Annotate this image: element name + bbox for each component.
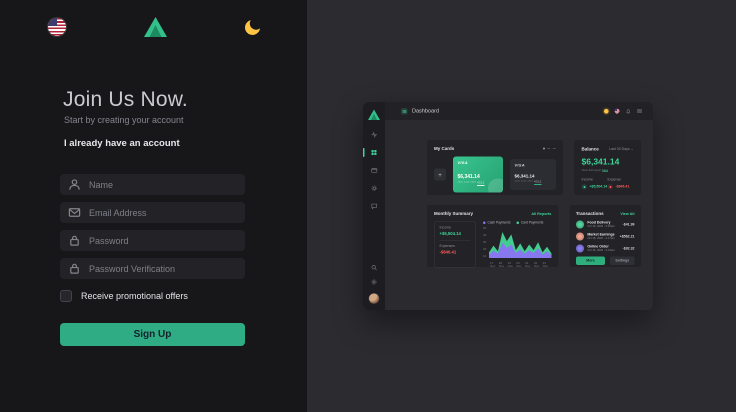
signup-button[interactable]: Sign Up [60, 323, 245, 346]
preview-nav-settings-icon [363, 185, 385, 192]
summary-income-label: Income [439, 226, 451, 230]
preview-balance-card: Balance Last 30 Days ⌄ $6,341.14 View fu… [573, 140, 641, 195]
legend-label: Card Payments [520, 221, 543, 225]
transaction-row: Online Order Oct 16, 2020 - 4:13pm -$92.3… [575, 244, 634, 253]
preview-user-avatar [368, 293, 379, 304]
preview-logo-triangle-icon [367, 109, 380, 120]
lock-icon [70, 263, 79, 274]
password-input[interactable] [89, 235, 237, 246]
preview-page-title: Dashboard [411, 108, 439, 114]
card-amount: $6,341.14 [457, 174, 480, 180]
transaction-avatar [575, 232, 584, 241]
promo-checkbox[interactable] [60, 290, 72, 302]
preview-gear-icon [370, 279, 377, 285]
my-cards-title: My Cards [433, 146, 454, 151]
summary-income-value: +$5,504.14 [439, 231, 461, 236]
transaction-avatar [575, 244, 584, 253]
bank-card-dark: VISA $6,341.14 **** **** **** 4312 [509, 159, 556, 190]
preview-flag-icon [614, 108, 619, 114]
bank-card-green: VISA $6,341.14 **** **** **** 4312 [452, 156, 503, 193]
income-value: +$5,504.14 [589, 185, 607, 189]
name-field-wrap [60, 174, 245, 195]
email-input[interactable] [89, 207, 237, 218]
password-verification-field-wrap [60, 258, 245, 279]
preview-bell-icon [625, 109, 630, 114]
balance-note: View full report here [581, 169, 608, 172]
chart-legend: Cash Payments Card Payments [482, 221, 551, 225]
preview-nav-dashboard-icon [362, 148, 385, 157]
transactions-title: Transactions [575, 211, 604, 216]
view-all-link: View All [619, 211, 634, 216]
preview-search-icon [370, 265, 377, 271]
preview-sun-icon [603, 108, 608, 114]
preview-nav-activity-icon [363, 131, 385, 139]
user-icon [69, 179, 80, 190]
chart-x-axis: 17 Nov 18 Nov 19 Nov 20 Nov 21 Nov 22 Nov 23 N… [489, 262, 548, 268]
preview-panel: Dashboard My Cards [307, 0, 736, 412]
card-brand: VISA [514, 163, 525, 168]
income-dot-icon [581, 184, 587, 190]
add-card-button: + [433, 168, 446, 181]
legend-label: Cash Payments [487, 221, 510, 225]
chart-y-axis: 50 40 30 20 10 [482, 227, 486, 258]
preview-menu-icon [636, 108, 642, 114]
dashboard-preview-image: Dashboard My Cards [362, 102, 653, 310]
preview-my-cards-card: My Cards + VISA $6,341.14 [426, 140, 563, 195]
signup-form: Join Us Now. Start by creating your acco… [60, 88, 245, 346]
password-verification-input[interactable] [89, 263, 237, 274]
preview-transactions-card: Transactions View All Food Delivery Oct 1… [568, 205, 641, 267]
balance-amount: $6,341.14 [581, 157, 619, 167]
preview-topbar: Dashboard [384, 102, 653, 120]
all-reports-link: All Reports [530, 211, 551, 216]
preview-content: My Cards + VISA $6,341.14 [384, 120, 653, 310]
cards-pagination [542, 147, 556, 150]
promo-checkbox-label: Receive promotional offers [81, 291, 188, 301]
settings-button: Settings [609, 256, 634, 265]
legend-dot-purple [482, 221, 485, 224]
email-field-wrap [60, 202, 245, 223]
income-label: Income [581, 178, 593, 182]
language-flag-icon[interactable] [48, 18, 66, 36]
balance-range-dropdown: Last 30 Days ⌄ [608, 147, 633, 152]
summary-stats-box: Income +$5,504.14 Expenses -$846.41 [433, 221, 476, 268]
balance-title: Balance [581, 146, 599, 152]
transaction-row: Food Delivery Oct 19, 2020 - 3:45pm -$41.… [575, 220, 634, 229]
transaction-avatar [575, 220, 584, 229]
lock-icon [70, 235, 79, 246]
card-number: **** **** **** 4312 [514, 180, 541, 185]
card-number: **** **** **** 4312 [457, 181, 484, 186]
summary-expenses-label: Expenses [439, 244, 455, 249]
name-input[interactable] [89, 179, 237, 190]
more-button: More [575, 256, 605, 265]
page-title: Join Us Now. [63, 88, 188, 111]
login-link[interactable]: I already have an account [64, 138, 180, 149]
signup-panel: Join Us Now. Start by creating your acco… [0, 0, 307, 412]
preview-monthly-summary-card: Monthly Summary All Reports Income +$5,5… [426, 205, 558, 268]
preview-nav-wallet-icon [363, 167, 385, 174]
card-amount: $6,341.14 [514, 173, 535, 179]
preview-dashboard-icon [400, 107, 407, 115]
expense-dot-icon [607, 184, 613, 190]
mail-icon [68, 208, 81, 217]
page-subtitle: Start by creating your account [64, 115, 184, 125]
legend-dot-green [515, 221, 519, 224]
preview-sidebar [362, 102, 385, 310]
preview-nav-chat-icon [363, 203, 385, 210]
signup-topbar [0, 0, 307, 40]
summary-expenses-value: -$846.41 [439, 249, 456, 255]
summary-chart-svg [488, 232, 551, 258]
dark-mode-moon-icon[interactable] [244, 18, 261, 36]
expense-label: Expense [607, 178, 621, 182]
app-logo-triangle-icon [143, 17, 167, 37]
password-field-wrap [60, 230, 245, 251]
card-brand: VISA [457, 160, 468, 166]
expense-value: -$846.41 [615, 185, 629, 189]
transaction-row: Market Earnings Oct 18, 2020 - 4:17pm +$5… [575, 232, 634, 241]
monthly-summary-title: Monthly Summary [433, 211, 473, 216]
